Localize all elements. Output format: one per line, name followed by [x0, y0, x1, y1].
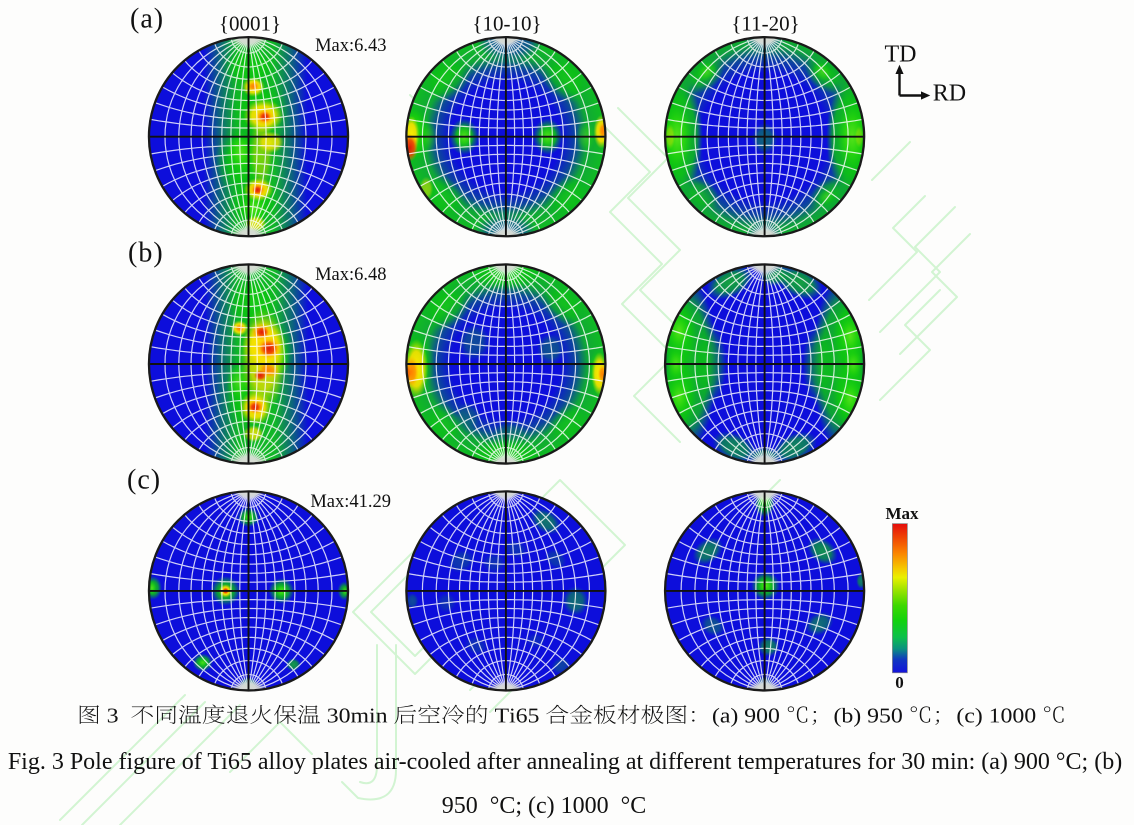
svg-text:{10-10}: {10-10} [472, 12, 541, 36]
svg-text:TD: TD [885, 42, 917, 68]
svg-text:Max:6.48: Max:6.48 [315, 265, 386, 285]
svg-text:Fig. 3 Pole figure of Ti65 all: Fig. 3 Pole figure of Ti65 alloy plates … [8, 749, 1122, 775]
svg-text:{0001}: {0001} [219, 12, 281, 36]
svg-text:Max:41.29: Max:41.29 [310, 492, 391, 512]
svg-text:(c): (c) [127, 465, 161, 496]
svg-text:(b): (b) [128, 238, 164, 269]
svg-text:RD: RD [933, 81, 966, 107]
svg-text:0: 0 [895, 673, 904, 692]
svg-text:Max: Max [885, 504, 919, 523]
svg-text:Max:6.43: Max:6.43 [315, 36, 386, 56]
svg-text:(a): (a) [130, 4, 164, 35]
svg-text:950 °C; (c) 1000 °C: 950 °C; (c) 1000 °C [442, 793, 647, 819]
svg-text:{11-20}: {11-20} [731, 12, 799, 36]
